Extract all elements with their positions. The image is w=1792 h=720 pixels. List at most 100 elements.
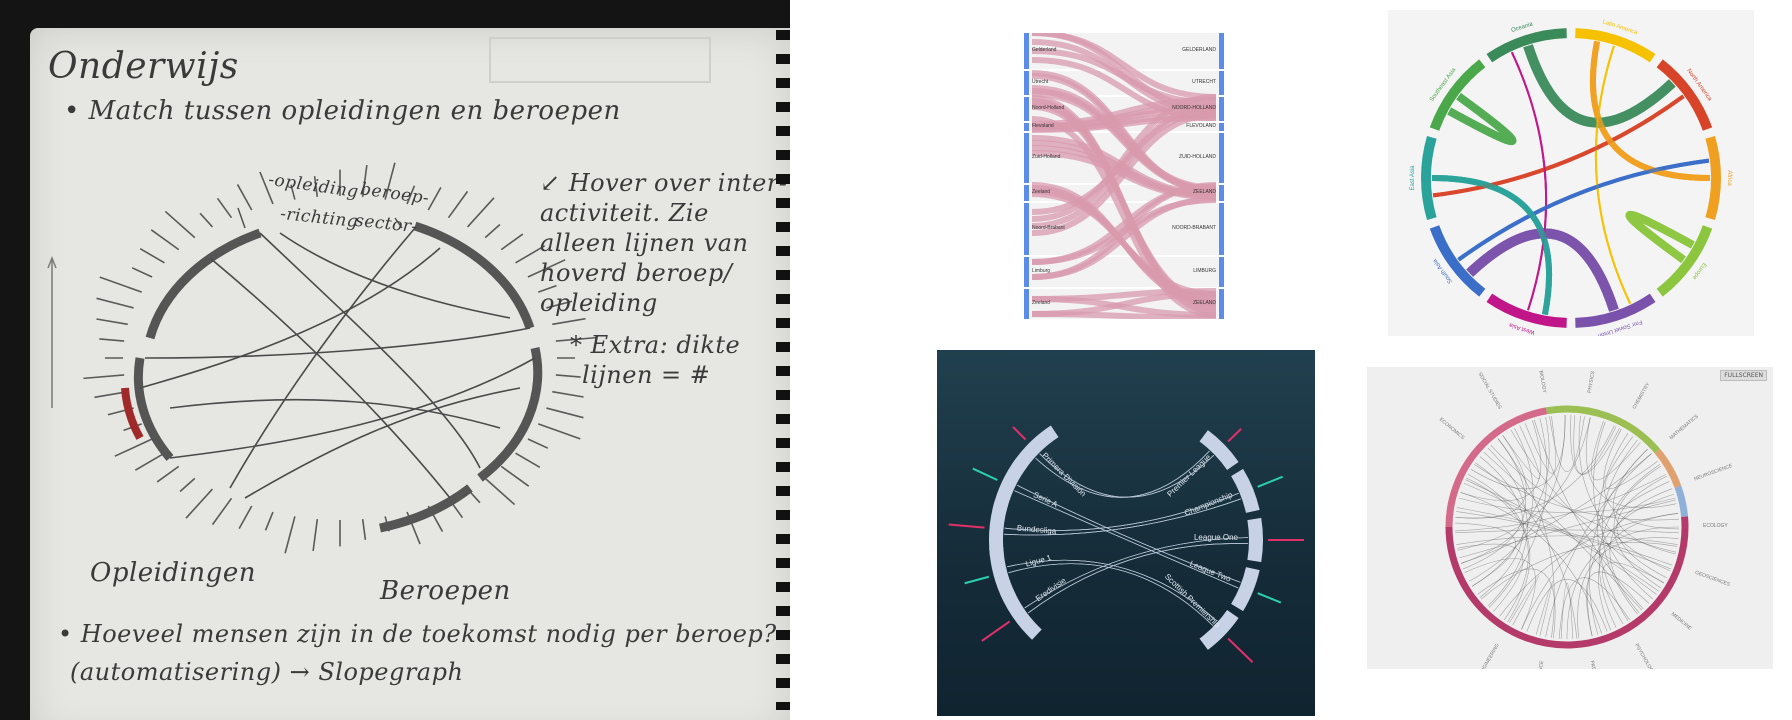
transfer-line [1004, 498, 1241, 536]
citation-line [1612, 448, 1676, 555]
chord-region-arc [1486, 28, 1567, 63]
discipline-label: PATHOLOGY [1589, 660, 1600, 669]
sketch-title: Onderwijs [48, 46, 239, 87]
chord-ribbon [1457, 158, 1710, 262]
sankey-node-left [1024, 257, 1029, 287]
chord-ribbon [1432, 94, 1685, 198]
citation-line [1458, 497, 1676, 513]
sankey-flow [1031, 85, 1217, 191]
sketch-slopegraph-note: (automatisering) → Slopegraph [70, 658, 464, 686]
citation-line [1586, 571, 1650, 637]
sketch-photo: Onderwijs • Match tussen opleidingen en … [0, 0, 790, 720]
sankey-node-right [1219, 185, 1224, 201]
chord-ribbon [1431, 175, 1552, 316]
league-arc [1199, 430, 1239, 471]
sankey-node-left [1024, 123, 1029, 131]
sankey-label-left: Flevoland [1032, 123, 1054, 129]
discipline-label: MATHEMATICS [1669, 413, 1701, 441]
citation-line [1455, 522, 1516, 587]
citation-line [1461, 453, 1652, 564]
sankey-node-left [1024, 203, 1029, 255]
citation-line [1526, 578, 1608, 632]
sankey-flow [1031, 109, 1217, 215]
league-label: Bundesliga [1016, 523, 1057, 535]
sankey-label-right: NOORD-HOLLAND [1172, 105, 1216, 111]
league-arc [1231, 468, 1260, 514]
citation-line [1460, 420, 1542, 502]
discipline-label: MEDICINE [1670, 611, 1693, 632]
citation-line [1477, 568, 1556, 639]
chord-region-label: West Asia [1508, 321, 1536, 335]
sankey-flow [1031, 95, 1217, 315]
citation-line [1566, 526, 1680, 640]
chord-region-arc [1429, 59, 1486, 131]
league-spike [1012, 426, 1027, 441]
citation-line [1455, 425, 1615, 519]
chord-ribbon [1625, 210, 1695, 263]
chord-ribbon [1510, 51, 1548, 311]
citation-line [1578, 415, 1671, 572]
sankey-node-left [1024, 185, 1029, 201]
citation-line [1457, 417, 1591, 551]
extra-note: * Extra: dikte lijnen = # [570, 330, 740, 390]
chord-region-arc [1575, 293, 1656, 328]
citation-line [1479, 456, 1524, 598]
chord-ribbon [1594, 45, 1632, 305]
transfer-line [1016, 484, 1241, 583]
sankey-svg: Gelderland GELDERLAND Utrecht UTRECHT Noord-… [1024, 33, 1224, 319]
sankey-node-right [1219, 33, 1224, 69]
sketch-bullet-match: • Match tussen opleidingen en beroepen [64, 96, 621, 126]
league-spike [972, 467, 998, 481]
sankey-node-right [1219, 71, 1224, 95]
sankey-label-left: Zeeland [1032, 189, 1050, 195]
chord-ribbon [1447, 93, 1517, 146]
transfer-line [1027, 543, 1248, 614]
chord-grey-example: ECONOMICS SOCIAL STUDIES BIOLOGY PHYSICS CHE… [1367, 367, 1773, 669]
hover-note: ↙ Hover over inter- activiteit. Zie alle… [540, 168, 787, 318]
citation-line [1471, 427, 1534, 587]
citation-line [1616, 475, 1667, 579]
league-label: League Two [1189, 559, 1233, 584]
sankey-node-right [1219, 289, 1224, 319]
league-spike [981, 620, 1011, 642]
citation-line [1455, 435, 1527, 519]
citation-line [1483, 451, 1643, 611]
sankey-node-right [1219, 123, 1224, 131]
hover-note-line: hoverd beroep/ [540, 259, 733, 287]
league-spike [964, 575, 990, 585]
sketch-drawing [47, 37, 711, 554]
notebook-spiral [776, 30, 790, 710]
citation-line [1558, 577, 1630, 639]
league-label: Scottish Premiership [1163, 572, 1222, 630]
sketch-paper: Onderwijs • Match tussen opleidingen en … [30, 28, 790, 720]
chord-ribbon [1431, 175, 1552, 316]
chord-ribbon [1431, 175, 1552, 316]
label-beroepen: Beroepen [380, 576, 511, 606]
chord-region-arc [1656, 225, 1713, 297]
league-spike [1227, 637, 1254, 663]
discipline-label: BIOLOGY [1538, 370, 1548, 394]
league-label: League One [1194, 533, 1239, 542]
sankey-flow [1031, 291, 1217, 317]
discipline-label: ECONOMICS [1438, 417, 1466, 442]
discipline-arc [1654, 448, 1682, 488]
citation-line [1499, 513, 1679, 617]
citation-line [1521, 481, 1670, 630]
citation-line [1577, 537, 1679, 639]
citation-line [1470, 415, 1566, 490]
discipline-label: ENGINEERING [1478, 643, 1501, 669]
transfer-line [1014, 490, 1239, 589]
citation-line [1597, 432, 1629, 622]
citation-line [1457, 543, 1524, 612]
sankey-node-left [1024, 289, 1029, 319]
extra-note-line: * Extra: dikte [570, 331, 741, 359]
sankey-label-left: Gelderland [1032, 47, 1057, 53]
discipline-label: ECOLOGY [1703, 523, 1728, 529]
transfer-line [1039, 453, 1215, 498]
citation-line [1465, 479, 1659, 592]
fullscreen-button[interactable]: FULLSCREEN [1720, 370, 1767, 381]
sankey-node-right [1219, 203, 1224, 255]
sankey-node-right [1219, 133, 1224, 183]
citation-line [1609, 488, 1673, 613]
